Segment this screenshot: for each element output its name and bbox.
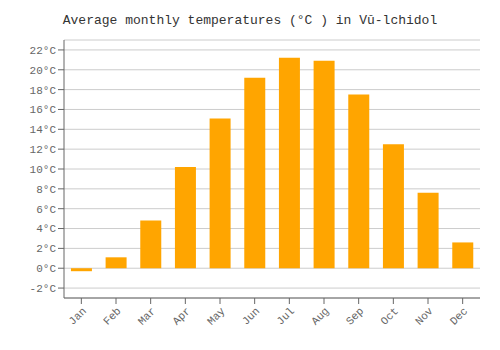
svg-text:16°C: 16°C — [30, 104, 57, 116]
svg-text:14°C: 14°C — [30, 124, 57, 136]
svg-text:0°C: 0°C — [36, 263, 56, 275]
svg-text:22°C: 22°C — [30, 45, 57, 57]
svg-text:8°C: 8°C — [36, 184, 56, 196]
svg-text:12°C: 12°C — [30, 144, 57, 156]
svg-text:6°C: 6°C — [36, 204, 56, 216]
svg-text:Jan: Jan — [66, 305, 88, 327]
svg-text:Feb: Feb — [101, 305, 123, 327]
svg-text:Apr: Apr — [170, 305, 192, 327]
svg-text:May: May — [205, 305, 228, 328]
svg-text:Sep: Sep — [344, 305, 366, 327]
svg-text:4°C: 4°C — [36, 223, 56, 235]
svg-text:20°C: 20°C — [30, 65, 57, 77]
svg-text:18°C: 18°C — [30, 85, 57, 97]
svg-text:Nov: Nov — [413, 305, 436, 328]
svg-text:Jun: Jun — [240, 305, 262, 327]
svg-text:10°C: 10°C — [30, 164, 57, 176]
svg-text:Dec: Dec — [448, 305, 470, 327]
html-text:Average monthly temperatures (: Average monthly temperatures (°C ) in Vŭ… — [62, 13, 438, 28]
svg-text:Jul: Jul — [274, 305, 296, 327]
svg-text:-2°C: -2°C — [30, 283, 57, 295]
svg-text:2°C: 2°C — [36, 243, 56, 255]
svg-text:Mar: Mar — [136, 305, 158, 327]
svg-text:Oct: Oct — [378, 305, 400, 327]
svg-text:Aug: Aug — [309, 305, 331, 327]
